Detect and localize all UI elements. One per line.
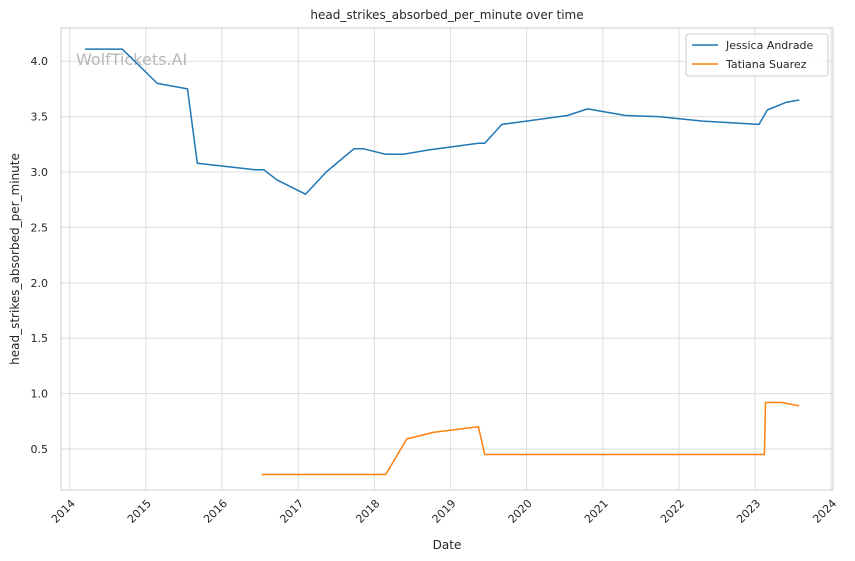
grid	[61, 28, 833, 490]
x-tick-label: 2022	[658, 497, 687, 526]
x-tick-label: 2024	[810, 497, 839, 526]
legend-label-tatiana-suarez: Tatiana Suarez	[725, 58, 807, 71]
watermark: WolfTickets.AI	[76, 50, 187, 69]
x-tick-label: 2014	[49, 497, 78, 526]
plot-background	[61, 28, 833, 490]
x-tick-label: 2015	[125, 497, 154, 526]
x-tick-label: 2020	[506, 497, 535, 526]
y-axis-label: head_strikes_absorbed_per_minute	[8, 153, 22, 365]
series-layer	[85, 48, 800, 476]
y-tick-label: 3.5	[31, 111, 49, 124]
x-tick-label: 2016	[201, 497, 230, 526]
series-line-tatiana-suarez	[261, 401, 800, 476]
y-tick-label: 3.0	[31, 166, 49, 179]
y-tick-label: 4.0	[31, 55, 49, 68]
legend-label-jessica-andrade: Jessica Andrade	[725, 39, 814, 52]
y-tick-label: 2.5	[31, 221, 49, 234]
y-tick-label: 0.5	[31, 443, 49, 456]
x-tick-label: 2017	[277, 497, 306, 526]
series-line-jessica-andrade	[85, 48, 800, 195]
legend: Jessica Andrade Tatiana Suarez	[685, 33, 829, 77]
x-tick-label: 2021	[582, 497, 611, 526]
y-tick-label: 2.0	[31, 277, 49, 290]
x-tick-label: 2018	[353, 497, 382, 526]
y-tick-label: 1.5	[31, 332, 49, 345]
x-tick-label: 2019	[430, 497, 459, 526]
x-tick-labels: 2014 2015 2016 2017 2018 2019 2020 2021 2022 2023…	[49, 497, 839, 526]
y-tick-labels: 0.5 1.0 1.5 2.0 2.5 3.0 3.5 4.0	[31, 55, 49, 456]
chart-title: head_strikes_absorbed_per_minute over ti…	[310, 8, 583, 22]
x-tick-label: 2023	[734, 497, 763, 526]
y-tick-label: 1.0	[31, 388, 49, 401]
legend-box	[685, 33, 829, 77]
x-axis-label: Date	[433, 538, 462, 552]
plot-frame	[60, 27, 834, 491]
